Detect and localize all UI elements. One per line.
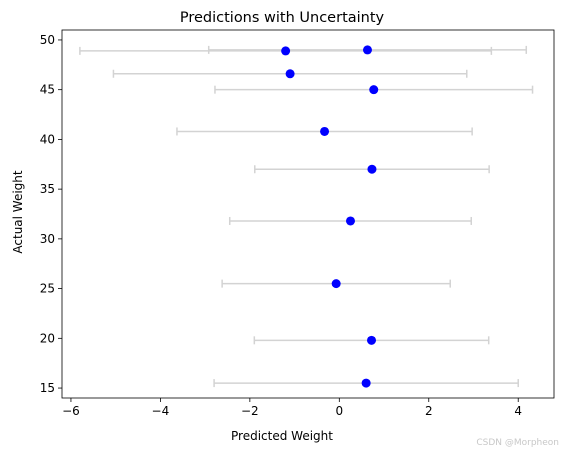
data-point	[367, 164, 377, 174]
watermark: CSDN @Morpheon	[476, 438, 559, 448]
x-tick-label: −6	[62, 404, 80, 418]
x-tick-label: −4	[152, 404, 170, 418]
x-axis-label: Predicted Weight	[231, 429, 333, 443]
data-point	[320, 126, 330, 136]
y-axis-label: Actual Weight	[11, 170, 25, 254]
y-tick-label: 25	[40, 282, 55, 296]
data-point	[285, 69, 295, 79]
chart-title: Predictions with Uncertainty	[180, 10, 385, 26]
data-point	[361, 378, 371, 388]
y-tick-label: 30	[40, 232, 55, 246]
x-tick-label: −2	[241, 404, 259, 418]
x-tick-label: 4	[514, 404, 522, 418]
data-point	[367, 335, 377, 345]
axes-frame	[61, 29, 555, 399]
data-point	[345, 216, 355, 226]
y-tick-label: 20	[40, 331, 55, 345]
data-point	[331, 279, 341, 289]
y-tick-label: 15	[40, 381, 55, 395]
y-tick-label: 40	[40, 132, 55, 146]
y-tick-label: 35	[40, 182, 55, 196]
y-tick-label: 50	[40, 33, 55, 47]
x-tick-label: 2	[425, 404, 433, 418]
data-point	[362, 45, 372, 55]
plot-area: −6 −4 −2 0 2 4 15 20 25 30 35 40 45 50	[40, 29, 555, 418]
data-point	[369, 85, 379, 95]
x-tick-label: 0	[335, 404, 343, 418]
data-point	[281, 46, 291, 56]
y-tick-label: 45	[40, 83, 55, 97]
